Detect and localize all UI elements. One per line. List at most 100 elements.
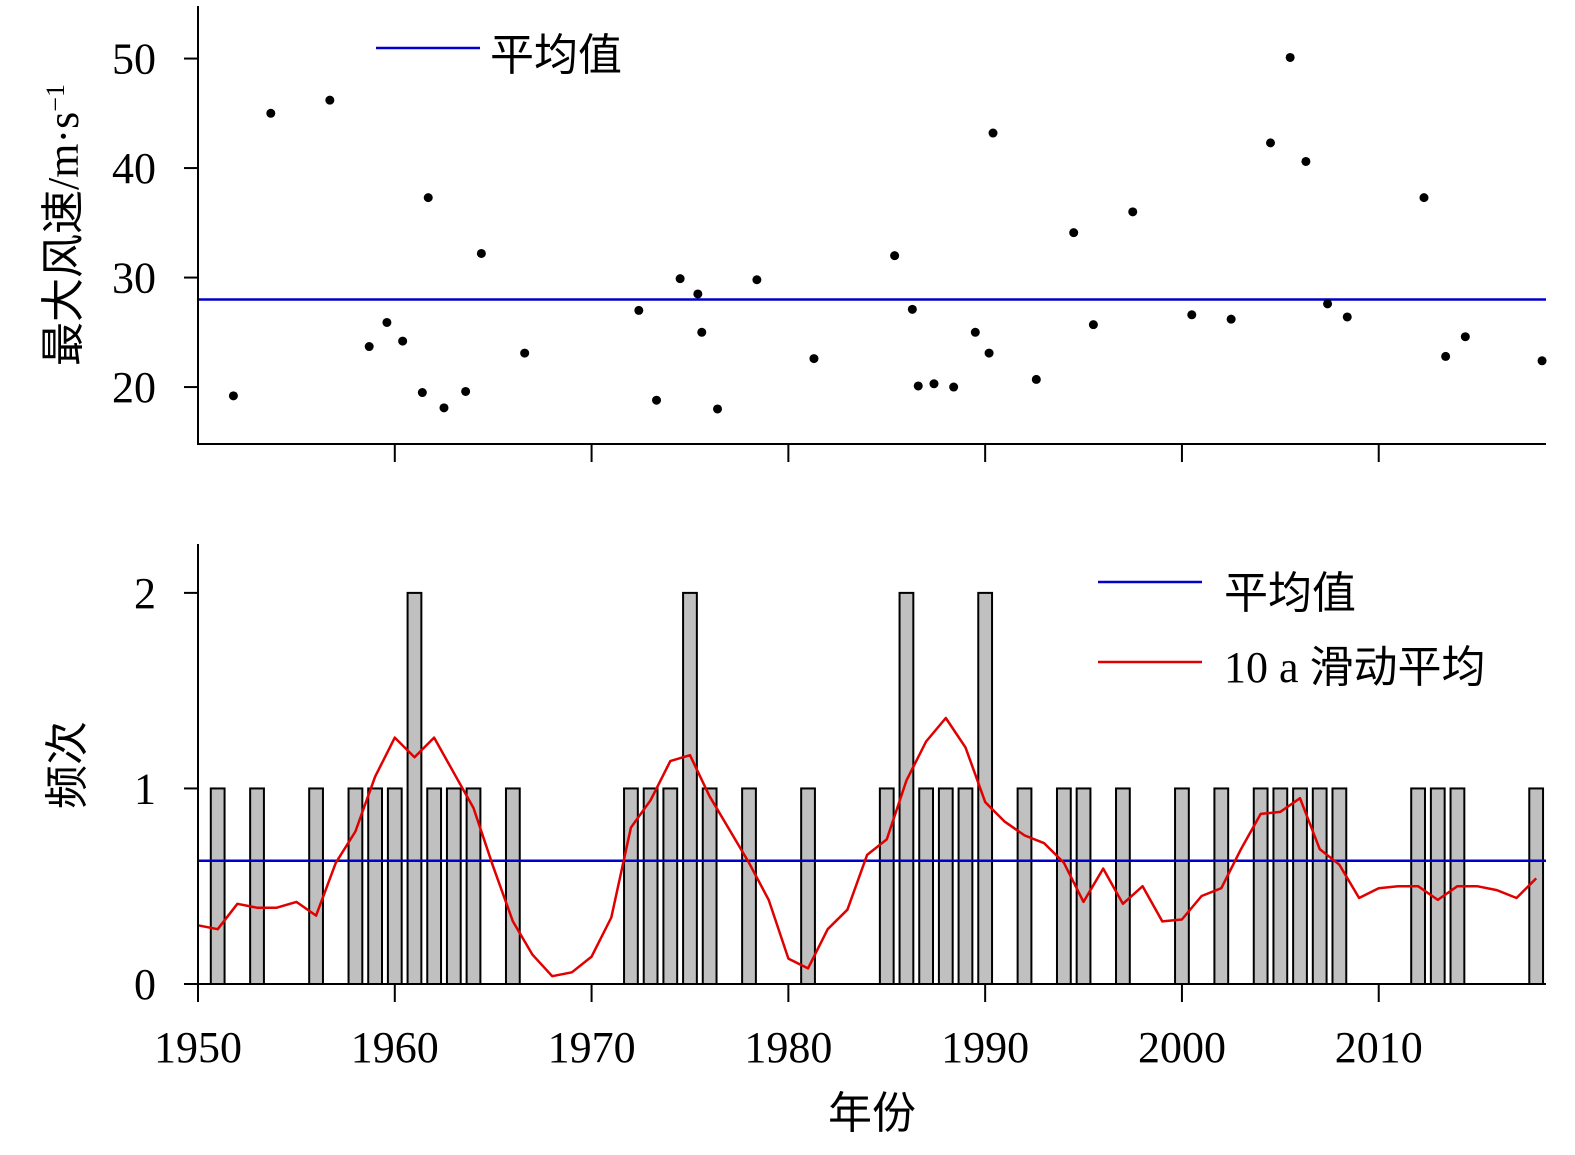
- frequency-bar: [308, 787, 324, 986]
- data-point: [364, 342, 374, 352]
- frequency-bar: [1252, 787, 1269, 986]
- frequency-bar: [1292, 787, 1308, 986]
- frequency-bar: [800, 787, 816, 986]
- data-point: [693, 289, 703, 299]
- x-tick-label: 1970: [548, 1023, 636, 1072]
- frequency-bar: [465, 787, 482, 986]
- frequency-bar: [445, 787, 462, 986]
- frequency-bar: [426, 787, 443, 986]
- frequency-bar: [682, 591, 698, 986]
- wind-speed-y-ticks: 20 30 40 50: [112, 35, 198, 412]
- data-point: [907, 304, 917, 314]
- y-tick-label: 1: [134, 764, 156, 813]
- x-tick-label: 2010: [1335, 1023, 1423, 1072]
- data-point: [1069, 228, 1079, 238]
- data-point: [913, 381, 923, 391]
- frequency-bar: [741, 787, 757, 986]
- wind-speed-plot-area: [198, 52, 1547, 414]
- data-point: [652, 395, 662, 405]
- data-point: [417, 388, 427, 398]
- frequency-bar: [367, 787, 383, 986]
- data-point: [266, 108, 276, 118]
- data-point: [752, 275, 762, 285]
- frequency-legend: 平均值 10 a 滑动平均: [1098, 569, 1486, 692]
- data-point: [970, 327, 980, 337]
- data-point: [520, 348, 530, 358]
- data-point: [1537, 356, 1547, 366]
- frequency-bar: [504, 787, 521, 986]
- wind-speed-x-ticks: [393, 444, 1380, 462]
- data-point: [697, 327, 707, 337]
- frequency-bar: [1429, 787, 1446, 986]
- frequency-bar: [642, 787, 659, 986]
- frequency-bar: [386, 787, 403, 986]
- frequency-bar: [918, 787, 935, 986]
- data-point: [988, 128, 998, 138]
- y-tick-label: 2: [134, 569, 156, 618]
- x-tick-label: 1960: [351, 1023, 439, 1072]
- frequency-bar: [1055, 787, 1072, 986]
- data-point: [1285, 52, 1295, 62]
- data-point: [1226, 314, 1236, 324]
- data-point: [439, 403, 449, 413]
- frequency-bar: [1272, 787, 1289, 986]
- data-point: [1128, 207, 1138, 217]
- y-tick-label: 20: [112, 363, 156, 412]
- frequency-x-axis-title: 年份: [828, 1089, 916, 1138]
- data-point: [1460, 332, 1470, 342]
- data-point: [398, 336, 408, 346]
- frequency-bar: [937, 787, 954, 986]
- wind-speed-panel: 20 30 40 50 最大风速/m·s−1 平均值: [39, 6, 1547, 462]
- data-point: [476, 248, 486, 258]
- data-point: [809, 354, 819, 364]
- data-point: [713, 404, 723, 414]
- frequency-bar: [1174, 787, 1190, 986]
- data-point: [1265, 138, 1275, 148]
- data-point: [1187, 310, 1197, 320]
- data-point: [1301, 156, 1311, 166]
- frequency-bar: [1075, 787, 1092, 986]
- frequency-bar: [701, 787, 718, 986]
- y-tick-label: 0: [134, 960, 156, 1009]
- data-point: [382, 317, 392, 327]
- frequency-bar: [1115, 787, 1131, 986]
- frequency-bar: [209, 787, 226, 986]
- data-point: [423, 193, 433, 203]
- frequency-bar: [898, 591, 915, 986]
- data-point: [949, 382, 959, 392]
- frequency-bar: [662, 787, 679, 986]
- frequency-bar: [1016, 787, 1033, 986]
- frequency-bar: [406, 591, 423, 986]
- x-tick-label: 1990: [941, 1023, 1029, 1072]
- data-point: [1323, 299, 1333, 309]
- data-point: [929, 379, 939, 389]
- legend-mean-label: 平均值: [490, 31, 622, 80]
- data-point: [634, 305, 644, 315]
- x-tick-label: 1980: [744, 1023, 832, 1072]
- data-point: [1441, 351, 1451, 361]
- wind-speed-axes: [197, 6, 1546, 445]
- data-point: [675, 274, 685, 284]
- frequency-bar: [1528, 787, 1545, 986]
- wind-speed-y-axis-title: 最大风速/m·s−1: [39, 84, 88, 366]
- frequency-bar: [1311, 787, 1328, 986]
- data-point: [1342, 312, 1352, 322]
- data-point: [1419, 193, 1429, 203]
- data-point: [984, 348, 994, 358]
- y-tick-label: 30: [112, 254, 156, 303]
- data-point: [1031, 374, 1041, 384]
- frequency-x-ticks: 1950 1960 1970 1980 1990 2000 2010: [154, 984, 1423, 1072]
- legend-moving-average-label: 10 a 滑动平均: [1224, 643, 1486, 692]
- frequency-plot-area: [197, 591, 1546, 986]
- frequency-y-ticks: 0 1 2: [134, 569, 198, 1009]
- frequency-panel: 1950 1960 1970 1980 1990 2000 2010 0 1 2 频次 年份 平…: [43, 544, 1546, 1138]
- legend-mean-label: 平均值: [1224, 569, 1356, 618]
- frequency-bar: [249, 787, 265, 986]
- frequency-bar: [957, 787, 974, 986]
- data-point: [890, 251, 900, 261]
- data-point: [1088, 320, 1098, 330]
- data-point: [228, 391, 238, 401]
- x-tick-label: 2000: [1138, 1023, 1226, 1072]
- frequency-bar: [1331, 787, 1348, 986]
